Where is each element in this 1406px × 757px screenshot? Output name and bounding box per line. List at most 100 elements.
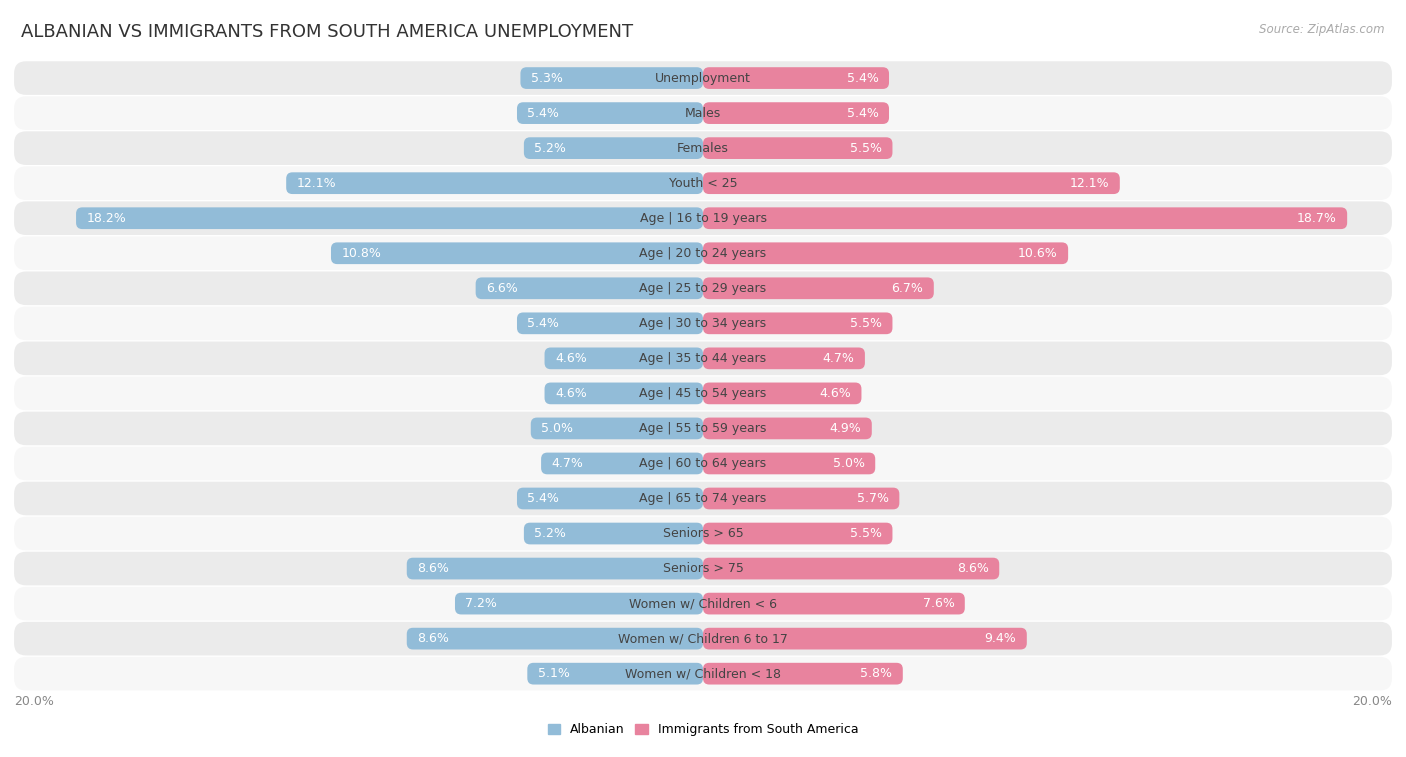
Text: 4.7%: 4.7% xyxy=(551,457,583,470)
FancyBboxPatch shape xyxy=(703,453,875,475)
Text: 6.7%: 6.7% xyxy=(891,282,924,294)
Text: 5.2%: 5.2% xyxy=(534,142,567,154)
FancyBboxPatch shape xyxy=(703,558,1000,579)
Text: 5.8%: 5.8% xyxy=(860,667,893,681)
Text: Youth < 25: Youth < 25 xyxy=(669,176,737,190)
FancyBboxPatch shape xyxy=(14,412,1392,445)
Text: 5.1%: 5.1% xyxy=(537,667,569,681)
FancyBboxPatch shape xyxy=(14,587,1392,621)
Text: 5.5%: 5.5% xyxy=(851,527,882,540)
FancyBboxPatch shape xyxy=(524,137,703,159)
Text: ALBANIAN VS IMMIGRANTS FROM SOUTH AMERICA UNEMPLOYMENT: ALBANIAN VS IMMIGRANTS FROM SOUTH AMERIC… xyxy=(21,23,633,41)
Text: 20.0%: 20.0% xyxy=(14,696,53,709)
FancyBboxPatch shape xyxy=(406,628,703,650)
FancyBboxPatch shape xyxy=(544,347,703,369)
FancyBboxPatch shape xyxy=(14,131,1392,165)
Text: Age | 16 to 19 years: Age | 16 to 19 years xyxy=(640,212,766,225)
FancyBboxPatch shape xyxy=(14,621,1392,656)
FancyBboxPatch shape xyxy=(517,313,703,334)
Text: 5.4%: 5.4% xyxy=(527,317,560,330)
Text: Males: Males xyxy=(685,107,721,120)
Text: Age | 30 to 34 years: Age | 30 to 34 years xyxy=(640,317,766,330)
FancyBboxPatch shape xyxy=(531,418,703,439)
FancyBboxPatch shape xyxy=(527,663,703,684)
FancyBboxPatch shape xyxy=(703,488,900,509)
FancyBboxPatch shape xyxy=(703,137,893,159)
Text: 5.0%: 5.0% xyxy=(541,422,574,435)
FancyBboxPatch shape xyxy=(524,522,703,544)
Text: 20.0%: 20.0% xyxy=(1353,696,1392,709)
FancyBboxPatch shape xyxy=(14,447,1392,480)
Text: Age | 20 to 24 years: Age | 20 to 24 years xyxy=(640,247,766,260)
FancyBboxPatch shape xyxy=(14,96,1392,130)
Text: Women w/ Children 6 to 17: Women w/ Children 6 to 17 xyxy=(619,632,787,645)
FancyBboxPatch shape xyxy=(475,277,703,299)
FancyBboxPatch shape xyxy=(703,277,934,299)
Text: 4.9%: 4.9% xyxy=(830,422,862,435)
Text: Women w/ Children < 6: Women w/ Children < 6 xyxy=(628,597,778,610)
FancyBboxPatch shape xyxy=(76,207,703,229)
Text: 5.4%: 5.4% xyxy=(527,492,560,505)
Text: Age | 35 to 44 years: Age | 35 to 44 years xyxy=(640,352,766,365)
FancyBboxPatch shape xyxy=(520,67,703,89)
FancyBboxPatch shape xyxy=(541,453,703,475)
FancyBboxPatch shape xyxy=(330,242,703,264)
Text: 5.0%: 5.0% xyxy=(832,457,865,470)
FancyBboxPatch shape xyxy=(703,313,893,334)
Text: 12.1%: 12.1% xyxy=(297,176,336,190)
Text: 4.7%: 4.7% xyxy=(823,352,855,365)
FancyBboxPatch shape xyxy=(287,173,703,194)
FancyBboxPatch shape xyxy=(703,207,1347,229)
FancyBboxPatch shape xyxy=(703,102,889,124)
FancyBboxPatch shape xyxy=(14,657,1392,690)
Text: 10.6%: 10.6% xyxy=(1018,247,1057,260)
FancyBboxPatch shape xyxy=(703,628,1026,650)
FancyBboxPatch shape xyxy=(517,488,703,509)
Text: Age | 25 to 29 years: Age | 25 to 29 years xyxy=(640,282,766,294)
Text: 5.5%: 5.5% xyxy=(851,317,882,330)
Text: Seniors > 65: Seniors > 65 xyxy=(662,527,744,540)
Text: 7.6%: 7.6% xyxy=(922,597,955,610)
Text: 5.4%: 5.4% xyxy=(846,107,879,120)
FancyBboxPatch shape xyxy=(14,61,1392,95)
Text: 5.7%: 5.7% xyxy=(858,492,889,505)
Text: Age | 45 to 54 years: Age | 45 to 54 years xyxy=(640,387,766,400)
FancyBboxPatch shape xyxy=(14,517,1392,550)
FancyBboxPatch shape xyxy=(544,382,703,404)
Text: 18.7%: 18.7% xyxy=(1296,212,1337,225)
FancyBboxPatch shape xyxy=(703,382,862,404)
Text: 8.6%: 8.6% xyxy=(418,632,449,645)
Text: 5.4%: 5.4% xyxy=(527,107,560,120)
FancyBboxPatch shape xyxy=(14,236,1392,270)
FancyBboxPatch shape xyxy=(14,307,1392,340)
FancyBboxPatch shape xyxy=(703,418,872,439)
FancyBboxPatch shape xyxy=(14,201,1392,235)
Text: 10.8%: 10.8% xyxy=(342,247,381,260)
Text: 8.6%: 8.6% xyxy=(418,562,449,575)
Legend: Albanian, Immigrants from South America: Albanian, Immigrants from South America xyxy=(543,718,863,741)
Text: 4.6%: 4.6% xyxy=(820,387,851,400)
Text: 8.6%: 8.6% xyxy=(957,562,988,575)
Text: 5.5%: 5.5% xyxy=(851,142,882,154)
Text: 9.4%: 9.4% xyxy=(984,632,1017,645)
Text: 5.2%: 5.2% xyxy=(534,527,567,540)
FancyBboxPatch shape xyxy=(703,522,893,544)
Text: Age | 65 to 74 years: Age | 65 to 74 years xyxy=(640,492,766,505)
FancyBboxPatch shape xyxy=(703,347,865,369)
Text: 18.2%: 18.2% xyxy=(86,212,127,225)
FancyBboxPatch shape xyxy=(703,242,1069,264)
Text: 12.1%: 12.1% xyxy=(1070,176,1109,190)
Text: 6.6%: 6.6% xyxy=(486,282,517,294)
Text: 7.2%: 7.2% xyxy=(465,597,498,610)
FancyBboxPatch shape xyxy=(406,558,703,579)
FancyBboxPatch shape xyxy=(517,102,703,124)
Text: 4.6%: 4.6% xyxy=(555,387,586,400)
FancyBboxPatch shape xyxy=(456,593,703,615)
Text: Source: ZipAtlas.com: Source: ZipAtlas.com xyxy=(1260,23,1385,36)
Text: Unemployment: Unemployment xyxy=(655,72,751,85)
FancyBboxPatch shape xyxy=(703,593,965,615)
Text: 5.4%: 5.4% xyxy=(846,72,879,85)
Text: 5.3%: 5.3% xyxy=(531,72,562,85)
FancyBboxPatch shape xyxy=(703,663,903,684)
Text: Women w/ Children < 18: Women w/ Children < 18 xyxy=(626,667,780,681)
